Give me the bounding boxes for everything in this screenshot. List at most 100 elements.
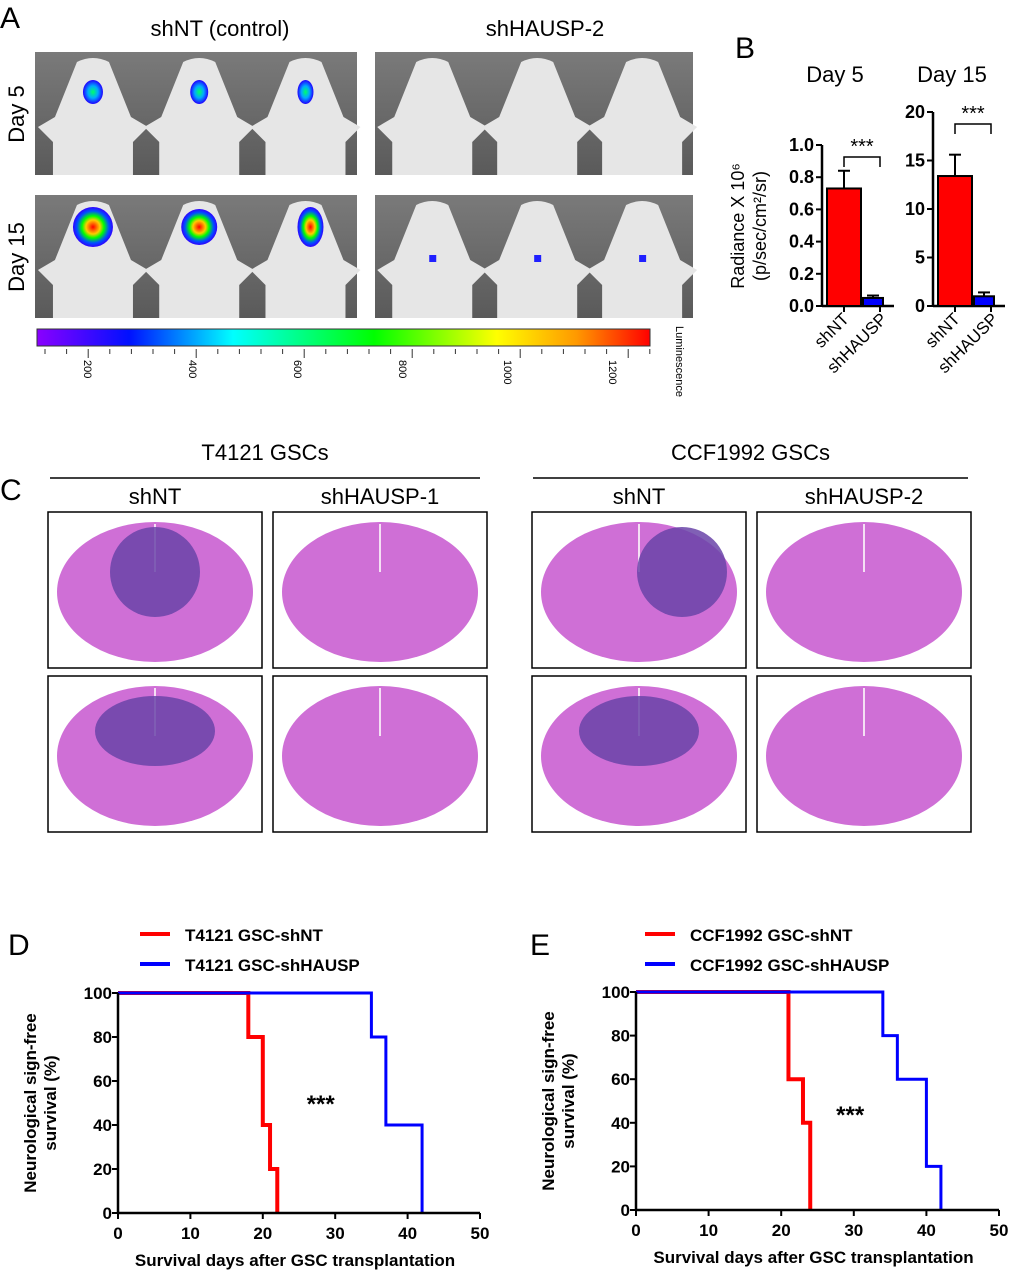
mouse-body [250,201,361,318]
mouse-image [375,195,698,318]
significance-stars: *** [307,1091,336,1118]
bar-shHAUSP [862,296,884,308]
brain-section-image [531,675,747,833]
bar-charts: 0.00.20.40.60.81.0shNTshHAUSP***05101520… [789,102,1005,377]
legend-label: T4121 GSC-shHAUSP [185,956,360,975]
y-tick-label: 0.6 [789,199,814,219]
luminescence-signal [72,207,113,247]
brain-section-image [531,511,747,669]
brain-section-image [47,675,263,833]
mouse-image [375,52,698,175]
x-tick-label: 50 [990,1221,1009,1240]
y-tick-label: 0.0 [789,296,814,316]
y-tick-label: 1.0 [789,135,814,155]
x-tick-label: 20 [772,1221,791,1240]
legend-label: CCF1992 GSC-shHAUSP [690,956,889,975]
y-axis-label: Neurological sign-freesurvival (%) [21,1013,60,1192]
y-tick-label: 80 [93,1028,112,1047]
tumor-region [110,527,200,617]
mouse-body [37,201,148,318]
colorbar-ticks: 200 400 600 800 1000 1200 [44,349,651,384]
x-tick-label: 40 [917,1221,936,1240]
colorbar-tick-label: 1000 [501,360,513,384]
significance-stars: *** [836,1102,865,1129]
brain-tissue [282,686,478,826]
x-tick-label: 30 [326,1224,345,1243]
colorbar-tick-label: 800 [396,360,408,378]
bar-shNT [937,175,973,307]
condition-label: shHAUSP-1 [321,484,440,509]
group-title: T4121 GSCs [201,440,328,465]
tumor-region [95,696,215,766]
y-tick-label: 5 [915,248,925,268]
y-tick-label: 100 [84,984,112,1003]
mouse-body [144,201,255,318]
colorbar-tick-label: 600 [291,360,303,378]
y-axis-label: Neurological sign-freesurvival (%) [539,1011,578,1190]
luminescence-signal [181,209,218,245]
colorbar-tick-label: 200 [81,360,93,378]
panel-label-b: B [735,32,755,65]
brain-section-image [756,511,972,669]
y-axis-label-line-2: survival (%) [559,1053,578,1148]
survival-curve-ccf1992-gsc-shhausp [636,990,943,1210]
mouse-body [377,58,488,175]
y-tick-label: 0 [103,1204,112,1223]
brain-tissue [766,686,962,826]
y-axis-label-line-1: Neurological sign-free [21,1013,40,1192]
x-axis-label: Survival days after GSC transplantation [135,1251,455,1270]
panel-label-e: E [530,929,550,962]
survival-curve-t4121-gsc-shhausp [118,991,424,1213]
brain-tissue [282,522,478,662]
mouse-body [482,58,593,175]
survival-curve-t4121-gsc-shnt [118,991,280,1213]
luminescence-signal [429,255,437,262]
ylabel-line-1: Radiance X 10⁶ [728,163,748,289]
bar-shHAUSP [973,295,995,307]
tumor-region [637,527,727,617]
bar-shNT [826,187,862,307]
survival-curve-ccf1992-gsc-shnt [636,990,813,1210]
y-tick-label: 10 [905,199,925,219]
y-axis-label-line-2: survival (%) [41,1055,60,1150]
colorbar-tick-label: 1200 [606,360,618,384]
luminescence-signal [297,207,324,247]
brain-section-image [272,511,488,669]
panel-label-d: D [8,929,30,962]
y-tick-label: 80 [611,1027,630,1046]
x-tick-label: 10 [699,1221,718,1240]
luminescence-signal [639,255,647,262]
luminescence-signal [190,80,209,104]
survival-chart-d: T4121 GSC-shNT T4121 GSC-shHAUSP 0 20 40 60 80… [21,926,489,1270]
y-axis-label-line-1: Neurological sign-free [539,1011,558,1190]
mouse-image [35,195,361,318]
significance-stars: *** [850,136,874,158]
survival-charts: T4121 GSC-shNT T4121 GSC-shHAUSP 0 20 40 60 80… [21,926,1008,1270]
column-header-shhausp: shHAUSP-2 [486,16,605,41]
chart-title-day15: Day 15 [917,62,987,87]
brain-section-image [756,675,972,833]
y-tick-label: 20 [93,1160,112,1179]
legend-label: T4121 GSC-shNT [185,926,324,945]
brain-section-image [47,511,263,669]
bar-chart-ylabel: Radiance X 10⁶ (p/sec/cm²/sr) [728,163,770,289]
y-tick-label: 0.2 [789,264,814,284]
y-tick-label: 60 [93,1072,112,1091]
y-tick-label: 60 [611,1070,630,1089]
x-tick-label: 30 [844,1221,863,1240]
x-tick-label: 10 [181,1224,200,1243]
condition-label: shNT [129,484,182,509]
mouse-body [587,58,698,175]
y-tick-label: 100 [602,983,630,1002]
x-tick-label: 50 [471,1224,490,1243]
mouse-body [144,58,255,175]
x-tick-label: 0 [113,1224,122,1243]
x-axis-label: Survival days after GSC transplantation [653,1248,973,1267]
luminescence-colorbar [36,328,651,347]
tumor-region [579,696,699,766]
luminescence-signal [82,80,103,104]
